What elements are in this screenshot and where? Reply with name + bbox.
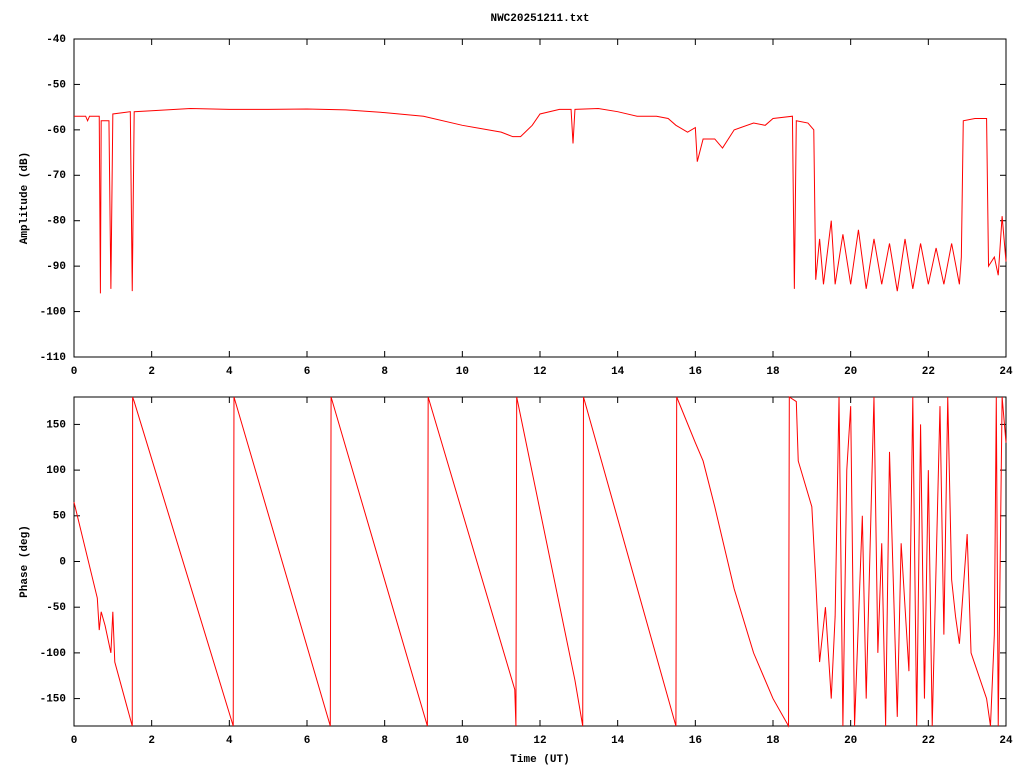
y-tick-label: -60	[46, 125, 66, 137]
x-tick-label: 6	[304, 735, 311, 747]
x-tick-label: 10	[456, 735, 469, 747]
x-tick-label: 6	[304, 366, 311, 378]
x-tick-label: 2	[148, 366, 155, 378]
y-tick-label: -80	[46, 216, 66, 228]
y-tick-label: -40	[46, 34, 66, 46]
x-tick-label: 14	[611, 366, 625, 378]
y-tick-label: -150	[40, 693, 66, 705]
y-tick-label: -100	[40, 306, 66, 318]
data-line	[73, 396, 1007, 728]
x-tick-label: 4	[226, 366, 233, 378]
x-axis-label: Time (UT)	[510, 754, 569, 766]
x-tick-label: 0	[71, 735, 78, 747]
x-tick-label: 24	[999, 735, 1013, 747]
x-tick-label: 24	[999, 366, 1013, 378]
y-tick-label: -90	[46, 261, 66, 273]
x-tick-label: 12	[533, 735, 546, 747]
x-tick-label: 18	[766, 735, 780, 747]
data-line	[74, 108, 1007, 294]
x-tick-label: 22	[922, 366, 935, 378]
y-tick-label: -50	[46, 602, 66, 614]
x-tick-label: 22	[922, 735, 935, 747]
y-tick-label: -100	[40, 648, 66, 660]
y-tick-label: -70	[46, 170, 66, 182]
x-tick-label: 8	[381, 735, 388, 747]
y-tick-label: 150	[46, 419, 66, 431]
x-tick-label: 20	[844, 735, 857, 747]
x-tick-label: 20	[844, 366, 857, 378]
y-tick-label: 0	[59, 556, 66, 568]
x-tick-label: 12	[533, 366, 546, 378]
x-tick-label: 14	[611, 735, 625, 747]
y-tick-label: 100	[46, 465, 66, 477]
x-tick-label: 8	[381, 366, 388, 378]
x-tick-label: 10	[456, 366, 469, 378]
y-tick-label: -50	[46, 79, 66, 91]
plot-frame	[73, 38, 1007, 358]
y-tick-label: 50	[53, 511, 66, 523]
y-axis-label: Amplitude (dB)	[19, 152, 31, 244]
y-tick-label: -110	[40, 352, 66, 364]
x-tick-label: 18	[766, 366, 780, 378]
x-tick-label: 16	[689, 735, 702, 747]
x-tick-label: 16	[689, 366, 702, 378]
chart-title: NWC20251211.txt	[490, 13, 589, 25]
x-tick-label: 0	[71, 366, 78, 378]
x-tick-label: 2	[148, 735, 155, 747]
y-axis-label: Phase (deg)	[19, 525, 31, 598]
x-tick-label: 4	[226, 735, 233, 747]
